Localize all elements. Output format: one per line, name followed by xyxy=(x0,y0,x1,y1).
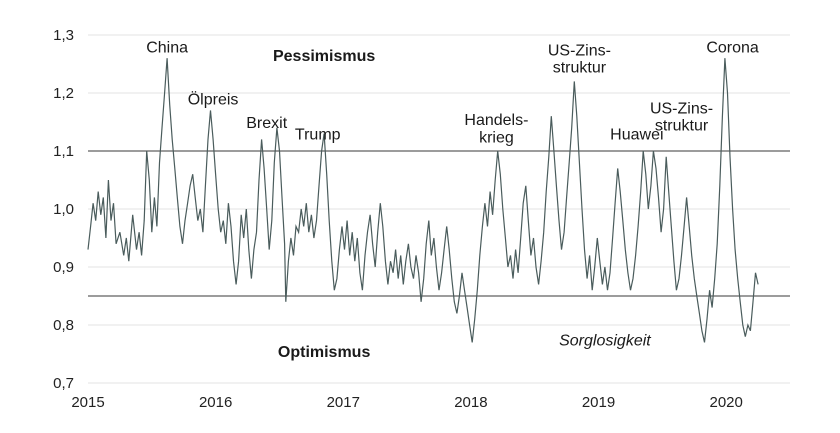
x-tick-label: 2017 xyxy=(327,394,360,411)
y-tick-label: 0,8 xyxy=(53,317,74,334)
x-tick-label: 2018 xyxy=(454,394,487,411)
x-tick-label: 2020 xyxy=(709,394,742,411)
reference-lines xyxy=(88,150,790,297)
y-tick-label: 1,1 xyxy=(53,143,74,160)
region-labels: Pessimismus Optimismus Sorglosigkeit xyxy=(273,48,651,361)
annotation-label: US-Zins- xyxy=(548,42,611,59)
annotation-label: Handels- xyxy=(464,112,528,129)
annotation-label: Huawei xyxy=(610,126,663,143)
annotation-label: China xyxy=(146,39,188,56)
x-tick-label: 2019 xyxy=(582,394,615,411)
y-tick-label: 1,3 xyxy=(53,27,74,44)
gridlines xyxy=(88,34,790,384)
region-label: Pessimismus xyxy=(273,48,375,65)
y-tick-label: 1,2 xyxy=(53,85,74,102)
annotation-label: Brexit xyxy=(246,115,287,132)
y-tick-label: 0,9 xyxy=(53,259,74,276)
annotation-label: krieg xyxy=(479,129,514,146)
x-axis-ticks: 2015 2016 2017 2018 2019 2020 xyxy=(71,394,743,411)
x-tick-label: 2016 xyxy=(199,394,232,411)
x-tick-label: 2015 xyxy=(71,394,104,411)
annotation-label: Trump xyxy=(295,126,341,143)
series-line xyxy=(87,58,759,343)
annotations: China Ölpreis Brexit Trump Handels-krieg US-Z… xyxy=(146,39,759,146)
y-tick-label: 0,7 xyxy=(53,375,74,392)
annotation-label: struktur xyxy=(553,60,607,77)
annotation-label: struktur xyxy=(655,118,709,135)
annotation-label: US-Zins- xyxy=(650,100,713,117)
y-axis-ticks: 0,7 0,8 0,9 1,0 1,1 1,2 1,3 xyxy=(53,27,74,392)
annotation-label: Ölpreis xyxy=(188,91,239,109)
region-label: Sorglosigkeit xyxy=(559,332,651,349)
y-tick-label: 1,0 xyxy=(53,201,74,218)
annotation-label: Corona xyxy=(706,39,759,56)
region-label: Optimismus xyxy=(278,344,371,361)
